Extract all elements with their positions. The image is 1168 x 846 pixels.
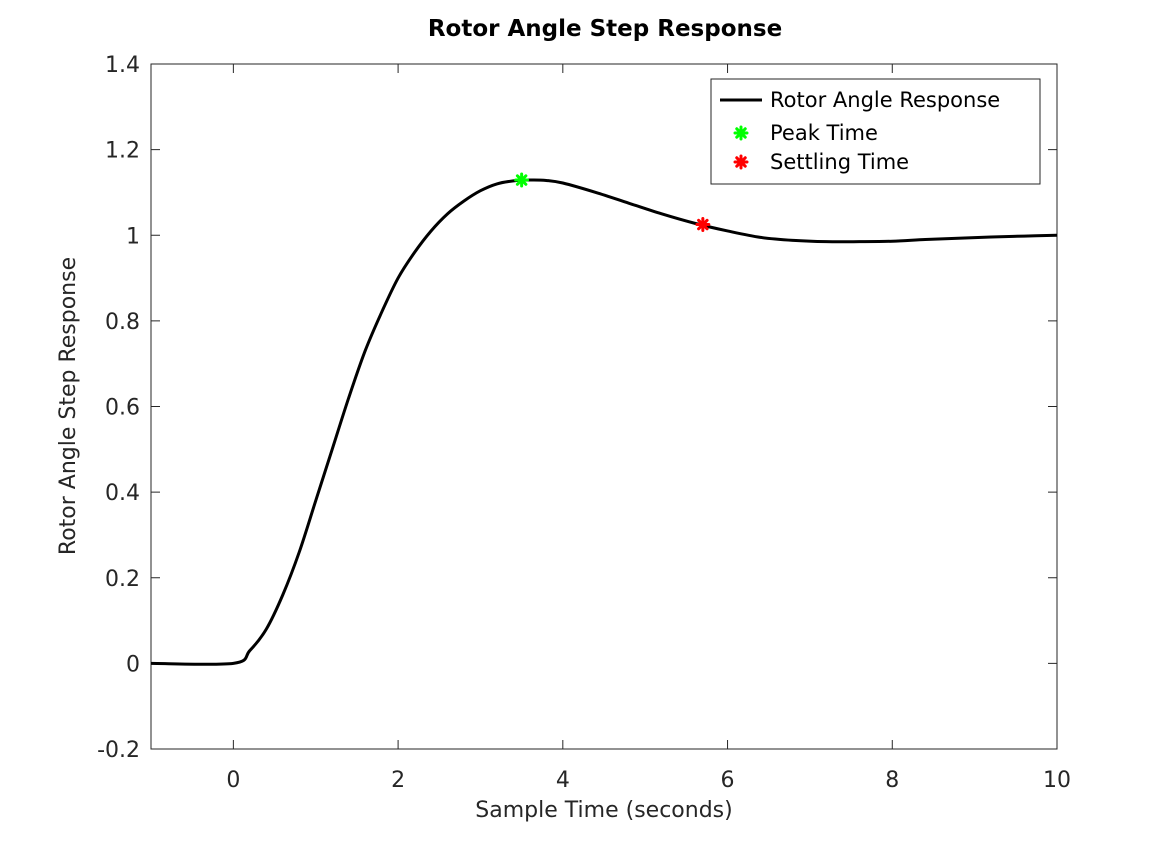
x-tick-label: 8 xyxy=(885,768,899,793)
y-tick-label: 0 xyxy=(126,652,140,677)
x-tick-label: 6 xyxy=(721,768,735,793)
legend-swatch-peak-time-core xyxy=(737,129,745,137)
y-tick-label: 0.4 xyxy=(105,481,140,506)
y-tick-label: 1.4 xyxy=(105,53,140,78)
legend-box xyxy=(710,78,1041,185)
y-tick-label: 1 xyxy=(126,224,140,249)
legend-swatch-peak-time xyxy=(733,125,749,141)
x-tick-label: 4 xyxy=(556,768,570,793)
legend-swatch-settling-time xyxy=(733,154,749,170)
series-line-rotor-angle-response xyxy=(150,178,1058,666)
x-axis-label: Sample Time (seconds) xyxy=(475,798,732,823)
marker-peak-time xyxy=(514,172,530,188)
legend-swatch-settling-time-core xyxy=(737,158,745,166)
y-tick-label: 1.2 xyxy=(105,139,140,164)
y-tick-label: 0.8 xyxy=(105,310,140,335)
y-tick-label: 0.2 xyxy=(105,567,140,592)
legend-label-peak-time: Peak Time xyxy=(770,121,878,145)
marker-settling-time-core xyxy=(699,221,707,229)
y-tick-label: 0.6 xyxy=(105,396,140,421)
y-axis-label: Rotor Angle Step Response xyxy=(56,257,81,555)
legend: Rotor Angle Response Peak Time Settling Ti… xyxy=(710,78,1041,185)
chart-title: Rotor Angle Step Response xyxy=(428,16,782,42)
x-tick-label: 2 xyxy=(391,768,405,793)
legend-label-settling-time: Settling Time xyxy=(770,150,909,174)
marker-settling-time xyxy=(695,217,711,233)
x-tick-label: 10 xyxy=(1043,768,1071,793)
x-tick-label: 0 xyxy=(226,768,240,793)
y-tick-label: -0.2 xyxy=(97,738,140,763)
legend-label-rotor-angle-response: Rotor Angle Response xyxy=(770,88,1000,112)
marker-peak-time-core xyxy=(518,176,526,184)
